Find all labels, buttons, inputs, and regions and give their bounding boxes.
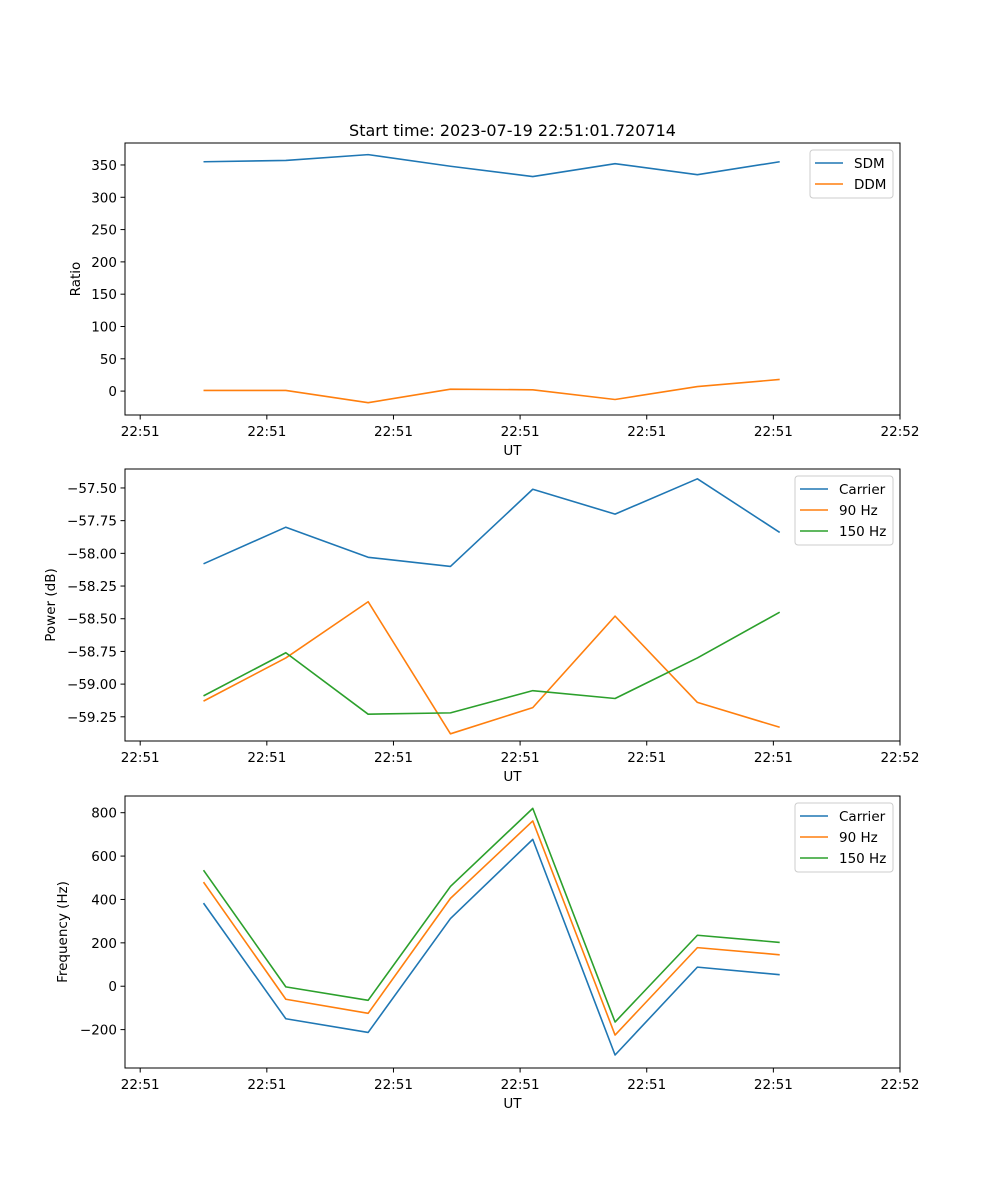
x-axis-label: UT: [503, 1096, 522, 1112]
legend-label: 90 Hz: [839, 830, 878, 846]
x-tick-label: 22:51: [121, 750, 160, 766]
y-tick-label: 300: [91, 190, 117, 206]
x-tick-label: 22:51: [754, 424, 793, 440]
legend-box: [809, 149, 894, 199]
x-tick-label: 22:51: [501, 750, 540, 766]
y-tick-label: 600: [91, 849, 117, 865]
x-tick-label: 22:51: [627, 424, 666, 440]
series-line-150-hz: [203, 611, 781, 715]
x-tick-label: 22:51: [627, 750, 666, 766]
y-tick-label: −58.00: [67, 546, 117, 562]
x-tick-label: 22:52: [881, 750, 920, 766]
legend-label: SDM: [854, 156, 885, 172]
y-axis-label: Power (dB): [43, 568, 59, 641]
x-tick-label: 22:51: [627, 1077, 666, 1093]
plot-frame: [124, 795, 901, 1069]
x-tick-label: 22:51: [501, 1077, 540, 1093]
plot-frame: [124, 468, 901, 742]
y-tick-label: −59.00: [67, 677, 117, 693]
legend-box: [794, 802, 894, 873]
x-tick-label: 22:52: [881, 1077, 920, 1093]
series-line-ddm: [203, 378, 780, 404]
y-tick-label: 400: [91, 892, 117, 908]
y-axis-label: Ratio: [68, 262, 84, 297]
y-tick-label: 50: [100, 352, 117, 368]
x-tick-label: 22:51: [501, 424, 540, 440]
series-line-150-hz: [202, 807, 780, 1023]
chart-panel-3: 22:51 22:51 22:51 22:51 22:51 22:51 22:52 −200 0…: [55, 795, 920, 1112]
legend-label: DDM: [854, 177, 886, 193]
series-line-90-hz: [202, 820, 780, 1036]
legend: Carrier 90 Hz 150 Hz: [794, 475, 894, 546]
x-tick-label: 22:51: [121, 1077, 160, 1093]
chart-title: Start time: 2023-07-19 22:51:01.720714: [349, 121, 676, 140]
x-axis-label: UT: [503, 769, 522, 785]
y-tick-label: −58.75: [67, 644, 117, 660]
chart-panel-2: 22:51 22:51 22:51 22:51 22:51 22:51 22:52 −59.2…: [43, 468, 920, 785]
series-line-90-hz: [203, 600, 780, 735]
x-tick-label: 22:52: [881, 424, 920, 440]
x-tick-label: 22:51: [121, 424, 160, 440]
y-tick-label: 150: [91, 287, 117, 303]
y-tick-label: −59.25: [67, 710, 117, 726]
legend-label: 150 Hz: [839, 524, 886, 540]
x-tick-label: 22:51: [247, 424, 286, 440]
y-tick-label: 200: [91, 255, 117, 271]
legend-label: 150 Hz: [839, 851, 886, 867]
legend-box: [794, 475, 894, 546]
plot-frame: [124, 142, 901, 416]
legend-label: 90 Hz: [839, 503, 878, 519]
y-tick-label: 350: [91, 158, 117, 174]
x-tick-label: 22:51: [374, 1077, 413, 1093]
y-tick-label: 250: [91, 223, 117, 239]
y-tick-label: −57.75: [67, 514, 117, 530]
x-tick-label: 22:51: [754, 1077, 793, 1093]
y-tick-label: 200: [91, 936, 117, 952]
x-tick-label: 22:51: [247, 1077, 286, 1093]
y-axis-label: Frequency (Hz): [55, 881, 71, 983]
x-axis-label: UT: [503, 443, 522, 459]
legend: SDM DDM: [809, 149, 894, 199]
x-tick-label: 22:51: [754, 750, 793, 766]
y-tick-label: −58.25: [67, 579, 117, 595]
y-tick-label: 0: [108, 384, 117, 400]
y-tick-label: 800: [91, 806, 117, 822]
legend-label: Carrier: [839, 809, 886, 825]
series-line-carrier: [202, 838, 780, 1056]
y-tick-label: 100: [91, 319, 117, 335]
x-tick-label: 22:51: [374, 750, 413, 766]
legend: Carrier 90 Hz 150 Hz: [794, 802, 894, 873]
series-line-sdm: [203, 153, 780, 178]
legend-label: Carrier: [839, 482, 886, 498]
chart-panel-1: 22:51 22:51 22:51 22:51 22:51 22:51 22:52 0 50 10…: [68, 121, 919, 459]
x-tick-label: 22:51: [374, 424, 413, 440]
y-tick-label: 0: [108, 979, 117, 995]
series-line-carrier: [203, 478, 781, 568]
y-tick-label: −58.50: [67, 612, 117, 628]
y-tick-label: −57.50: [67, 481, 117, 497]
y-tick-label: −200: [80, 1023, 117, 1039]
x-tick-label: 22:51: [247, 750, 286, 766]
